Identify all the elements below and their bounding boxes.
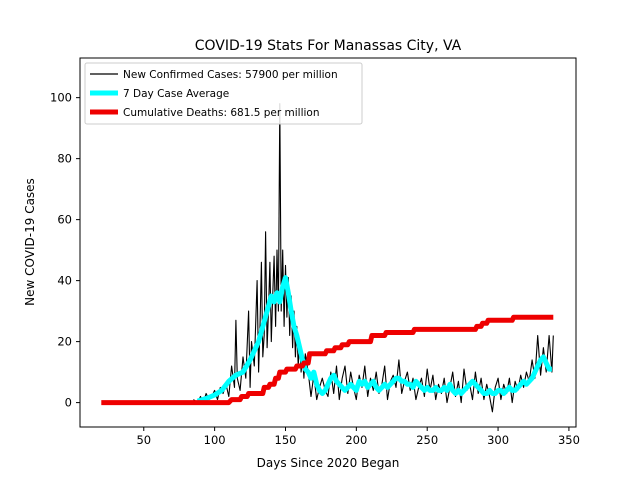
x-tick-label: 300 xyxy=(487,433,509,447)
x-tick-label: 150 xyxy=(275,433,297,447)
y-axis-ticks: 0 20 40 60 80 100 xyxy=(50,91,80,410)
y-tick-label: 40 xyxy=(57,274,72,288)
legend-label-cumulative-deaths: Cumulative Deaths: 681.5 per million xyxy=(123,107,320,119)
y-tick-label: 0 xyxy=(65,396,72,410)
series-new-confirmed-cases xyxy=(193,103,554,413)
legend: New Confirmed Cases: 57900 per million 7… xyxy=(84,62,363,125)
chart-title: COVID-19 Stats For Manassas City, VA xyxy=(195,38,462,54)
x-tick-label: 250 xyxy=(416,433,438,447)
y-tick-label: 80 xyxy=(57,152,72,166)
x-tick-label: 50 xyxy=(136,433,151,447)
data-series xyxy=(101,103,554,413)
legend-box xyxy=(84,62,363,125)
series-cumulative-deaths xyxy=(101,314,554,406)
legend-label-7day-average: 7 Day Case Average xyxy=(123,88,229,100)
plot-area-frame xyxy=(79,57,577,428)
x-tick-label: 100 xyxy=(204,433,226,447)
x-tick-label: 200 xyxy=(345,433,367,447)
y-axis-label: New COVID-19 Cases xyxy=(23,178,37,306)
x-axis-ticks: 50 100 150 200 250 300 350 xyxy=(136,427,580,447)
legend-label-new-cases: New Confirmed Cases: 57900 per million xyxy=(123,69,338,81)
y-tick-label: 60 xyxy=(57,213,72,227)
y-tick-label: 20 xyxy=(57,335,72,349)
series-7day-case-average xyxy=(196,275,552,404)
x-axis-label: Days Since 2020 Began xyxy=(257,456,400,470)
y-tick-label: 100 xyxy=(50,91,72,105)
x-tick-label: 350 xyxy=(558,433,580,447)
